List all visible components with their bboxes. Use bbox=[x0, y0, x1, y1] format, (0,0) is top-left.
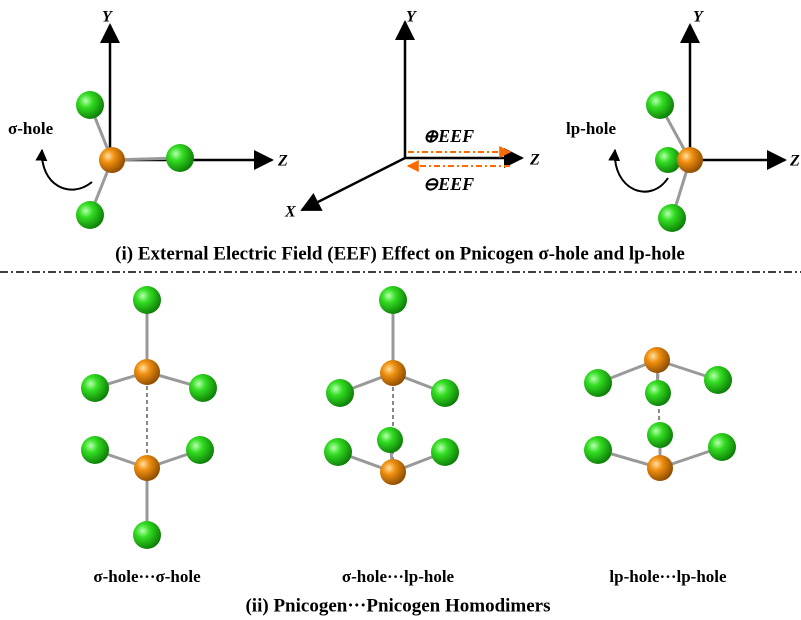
hole-arrow bbox=[42, 150, 92, 190]
axis-label: Y bbox=[406, 9, 417, 26]
cl-atom bbox=[76, 201, 104, 229]
figure: Y Z σ-hole ⊕EEF ⊖EEF Y Z X Y Z lp-hole (… bbox=[0, 0, 801, 620]
dimer bbox=[81, 286, 217, 549]
caption: (i) External Electric Field (EEF) Effect… bbox=[115, 243, 685, 264]
hole-label: σ-hole bbox=[8, 119, 54, 138]
axis-label: Y bbox=[693, 9, 704, 26]
cl-atom bbox=[646, 91, 674, 119]
dimer bbox=[584, 347, 736, 481]
hole-label: lp-hole bbox=[566, 119, 617, 138]
axis-label: Z bbox=[277, 153, 288, 170]
panel-field: ⊕EEF ⊖EEF Y Z X bbox=[284, 9, 540, 221]
dimer-label: lp-hole···lp-hole bbox=[609, 567, 727, 586]
dimer-label: σ-hole···σ-hole bbox=[93, 567, 201, 586]
pn-atom bbox=[99, 147, 125, 173]
pn-atom bbox=[677, 147, 703, 173]
cl-atom bbox=[166, 144, 194, 172]
axis-label: Y bbox=[102, 9, 113, 26]
cl-atom bbox=[76, 91, 104, 119]
dimer bbox=[324, 286, 459, 485]
x-axis bbox=[302, 158, 405, 210]
field-label: ⊕EEF bbox=[423, 126, 474, 146]
panel-sigma: Y Z σ-hole bbox=[8, 9, 288, 229]
axis-label: X bbox=[284, 204, 296, 221]
caption: (ii) Pnicogen···Pnicogen Homodimers bbox=[245, 595, 550, 616]
dimer-label: σ-hole···lp-hole bbox=[342, 567, 455, 586]
field-label: ⊖EEF bbox=[423, 174, 474, 194]
panel-lp: Y Z lp-hole bbox=[566, 9, 800, 232]
axis-label: Z bbox=[789, 153, 800, 170]
cl-atom bbox=[658, 204, 686, 232]
axis-label: Z bbox=[529, 152, 540, 169]
